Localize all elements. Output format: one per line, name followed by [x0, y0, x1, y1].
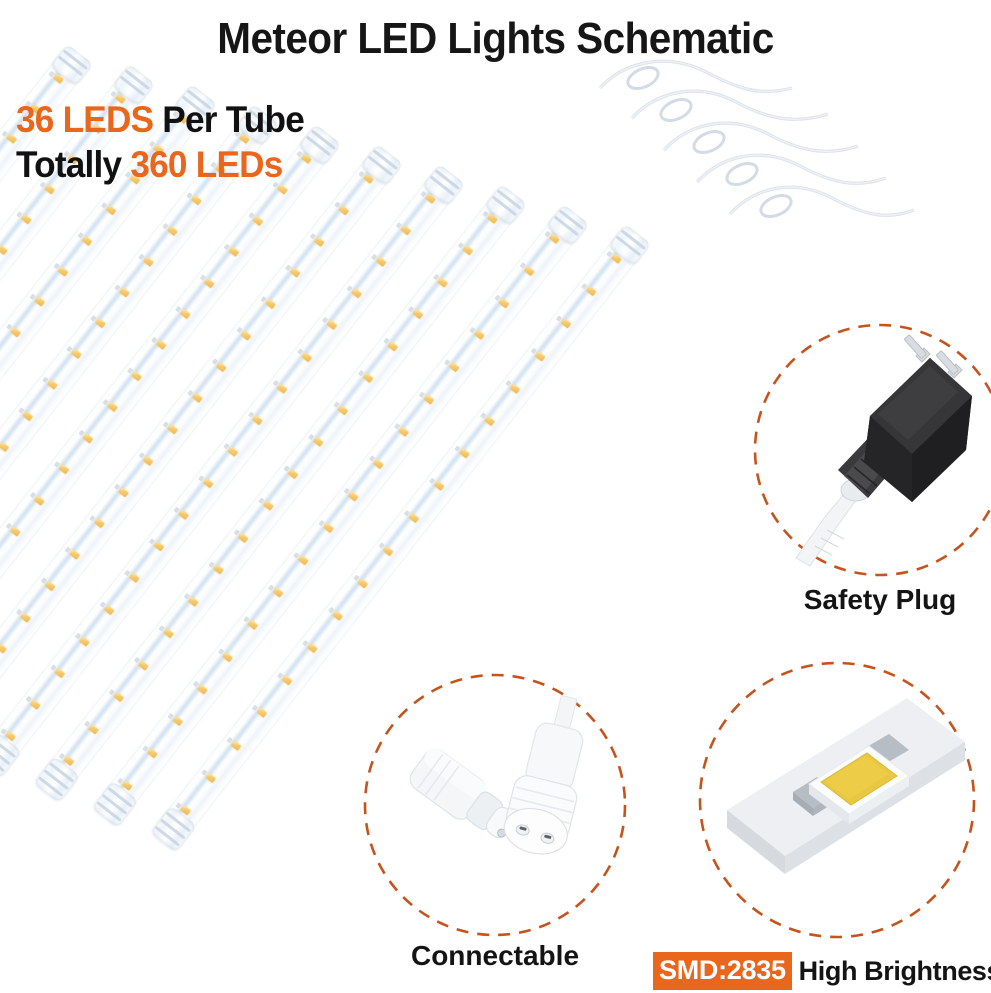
total-leds-value: 360 LEDs: [130, 144, 283, 185]
smd-2835-illustration: [727, 698, 965, 874]
callout-smd-chip: [697, 660, 977, 940]
callout-connectable: [362, 672, 628, 938]
dashed-circle-icon: [753, 323, 991, 577]
leds-per-tube-value: 36 LEDS: [16, 99, 154, 140]
safety-plug-illustration: [795, 334, 972, 567]
connectable-label: Connectable: [410, 940, 580, 971]
page-title: Meteor LED Lights Schematic: [217, 14, 774, 63]
dashed-circle-icon: [698, 661, 976, 939]
high-brightness-label: High Brightness: [798, 956, 991, 986]
total-leds-prefix: Totally: [16, 144, 131, 185]
callout-safety-plug: [752, 322, 991, 578]
smd-type-badge: SMD:2835: [653, 952, 792, 990]
leds-per-tube-label: Per Tube: [153, 99, 305, 140]
dashed-circle-icon: [363, 673, 627, 937]
smd-badge-row: SMD:2835 High Brightness: [653, 952, 991, 990]
tagline-line-1: 36 LEDS Per Tube: [16, 99, 305, 140]
connector-pair-illustration: [409, 694, 584, 855]
tagline-line-2: Totally 360 LEDs: [16, 144, 283, 185]
safety-plug-label: Safety Plug: [803, 584, 957, 615]
